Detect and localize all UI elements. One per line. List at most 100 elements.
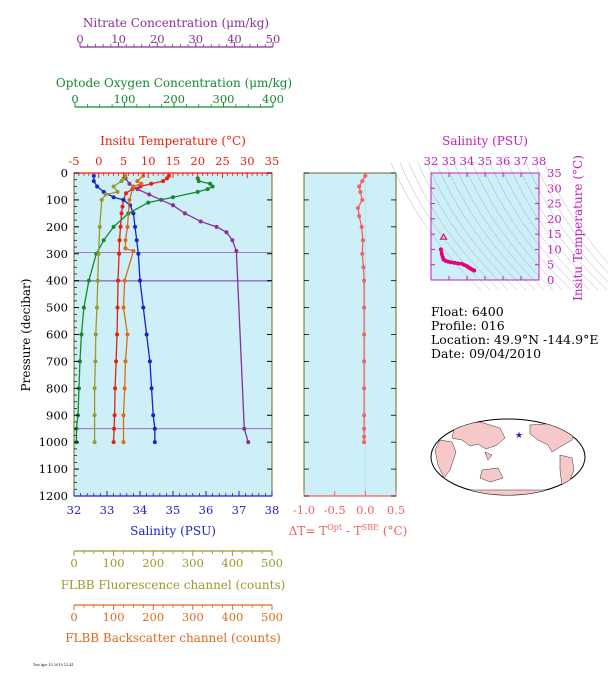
salinity-tick-label: 33 (100, 503, 115, 517)
pressure-axis: 0 100 200 300 400 500 600 700 800 900 1000 1100 1200 (39, 166, 272, 503)
profile-series (74, 173, 251, 445)
temperature-point (113, 386, 118, 391)
delta-t-point (362, 440, 367, 445)
oxygen-tick-label: 200 (163, 92, 185, 106)
salinity-point (141, 305, 146, 310)
temperature-point (112, 426, 117, 431)
nitrate-point (198, 219, 203, 224)
oxygen-point (196, 179, 201, 184)
salinity-point (152, 426, 157, 431)
ts-salinity-axis-title: Salinity (PSU) (442, 134, 528, 148)
density-contour (408, 162, 500, 291)
nitrate-point (214, 224, 219, 229)
nitrate-tick-label: 50 (266, 32, 281, 46)
float-info: Float: 6400 Profile: 016 Location: 49.9°… (431, 304, 598, 361)
salinity-point (136, 251, 141, 256)
ts-salinity-tick-label: 38 (532, 154, 547, 168)
main-panel-background (74, 173, 272, 496)
fluorescence-point (92, 440, 97, 445)
temperature-axis: -5 0 5 10 15 20 25 30 35 (68, 154, 279, 178)
fluorescence-point (96, 251, 101, 256)
temperature-tick-label: 25 (215, 154, 230, 168)
backscatter-tick-label: 100 (103, 610, 125, 624)
nitrate-point (230, 238, 235, 243)
density-contour (489, 162, 581, 291)
fluorescence-point (95, 278, 100, 283)
density-contour (516, 162, 608, 291)
ts-salinity-tick-label: 36 (496, 154, 511, 168)
density-contour (543, 162, 608, 264)
fluorescence-point (111, 184, 116, 189)
fluorescence-axis: 0 100 200 300 400 500 (70, 550, 283, 570)
oxygen-point (111, 224, 116, 229)
location-map: ★ (430, 418, 586, 496)
delta-t-point (362, 332, 367, 337)
salinity-point (95, 184, 100, 189)
delta-t-point (360, 197, 365, 202)
backscatter-point (123, 238, 128, 243)
nitrate-point (182, 211, 187, 216)
delta-t-point (358, 189, 363, 194)
delta-t-point (360, 179, 365, 184)
temperature-point (115, 332, 120, 337)
salinity-point (134, 238, 139, 243)
salinity-point (138, 278, 142, 283)
map-eurasia (451, 421, 506, 450)
fluorescence-point (94, 305, 99, 310)
backscatter-point (139, 181, 144, 186)
ts-point (472, 268, 477, 273)
ts-series (438, 233, 477, 273)
nitrate-point (224, 230, 229, 235)
density-contour (444, 162, 536, 291)
pressure-tick-label: 500 (46, 301, 68, 315)
pressure-tick-label: 900 (46, 408, 68, 422)
temperature-point (115, 305, 120, 310)
oxygen-axis: 0 100 200 300 400 (71, 92, 284, 108)
ts-temperature-tick-label: 15 (547, 227, 562, 241)
nitrate-axis: 0 10 20 30 40 50 (76, 32, 281, 48)
delta-t-tick-label: 0.5 (387, 503, 405, 517)
temperature-point (112, 413, 117, 418)
salinity-point (144, 332, 149, 337)
delta-t-panel: -1.0 -0.5 0.0 0.5 (293, 172, 405, 517)
backscatter-tick-label: 0 (70, 610, 77, 624)
ts-point (439, 252, 444, 257)
ts-temperature-tick-label: 30 (547, 181, 562, 195)
backscatter-point (135, 179, 140, 184)
delta-t-axis-title: ΔT= TOpt - TSBE (°C) (289, 523, 408, 538)
temperature-tick-label: 30 (240, 154, 255, 168)
nitrate-point (135, 187, 140, 192)
temperature-point (111, 440, 116, 445)
salinity-point (152, 440, 157, 445)
salinity-point (147, 359, 152, 364)
temperature-point (118, 224, 123, 229)
delta-t-point (361, 265, 366, 270)
ts-outlier-point (439, 233, 448, 240)
density-contour (507, 162, 599, 291)
density-contour (534, 162, 608, 274)
temperature-point (149, 181, 154, 186)
salinity-tick-label: 38 (265, 503, 280, 517)
ts-temperature-tick-label: 25 (547, 197, 562, 211)
temperature-point (117, 251, 122, 256)
fluorescence-point (119, 179, 124, 184)
pressure-tick-label: 1100 (39, 462, 68, 476)
delta-t-point (362, 413, 367, 418)
delta-t-series (355, 173, 368, 496)
pressure-tick-label: 700 (46, 354, 68, 368)
fluorescence-tick-label: 200 (142, 556, 164, 570)
oxygen-tick-label: 0 (71, 92, 78, 106)
ts-point (438, 247, 443, 252)
pressure-tick-label: 400 (46, 274, 68, 288)
fluorescence-tick-label: 400 (221, 556, 243, 570)
nitrate-tick-label: 30 (188, 32, 203, 46)
temperature-point (120, 204, 125, 209)
nitrate-tick-label: 40 (227, 32, 242, 46)
density-contour (480, 162, 572, 291)
fluorescence-point (115, 189, 120, 194)
temperature-tick-label: 10 (141, 154, 156, 168)
temperature-tick-label: 15 (166, 154, 181, 168)
fluorescence-point (93, 332, 98, 337)
